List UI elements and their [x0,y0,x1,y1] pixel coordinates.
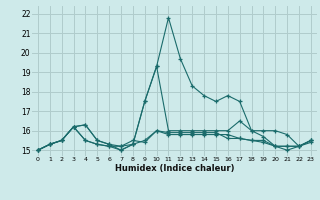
X-axis label: Humidex (Indice chaleur): Humidex (Indice chaleur) [115,164,234,173]
